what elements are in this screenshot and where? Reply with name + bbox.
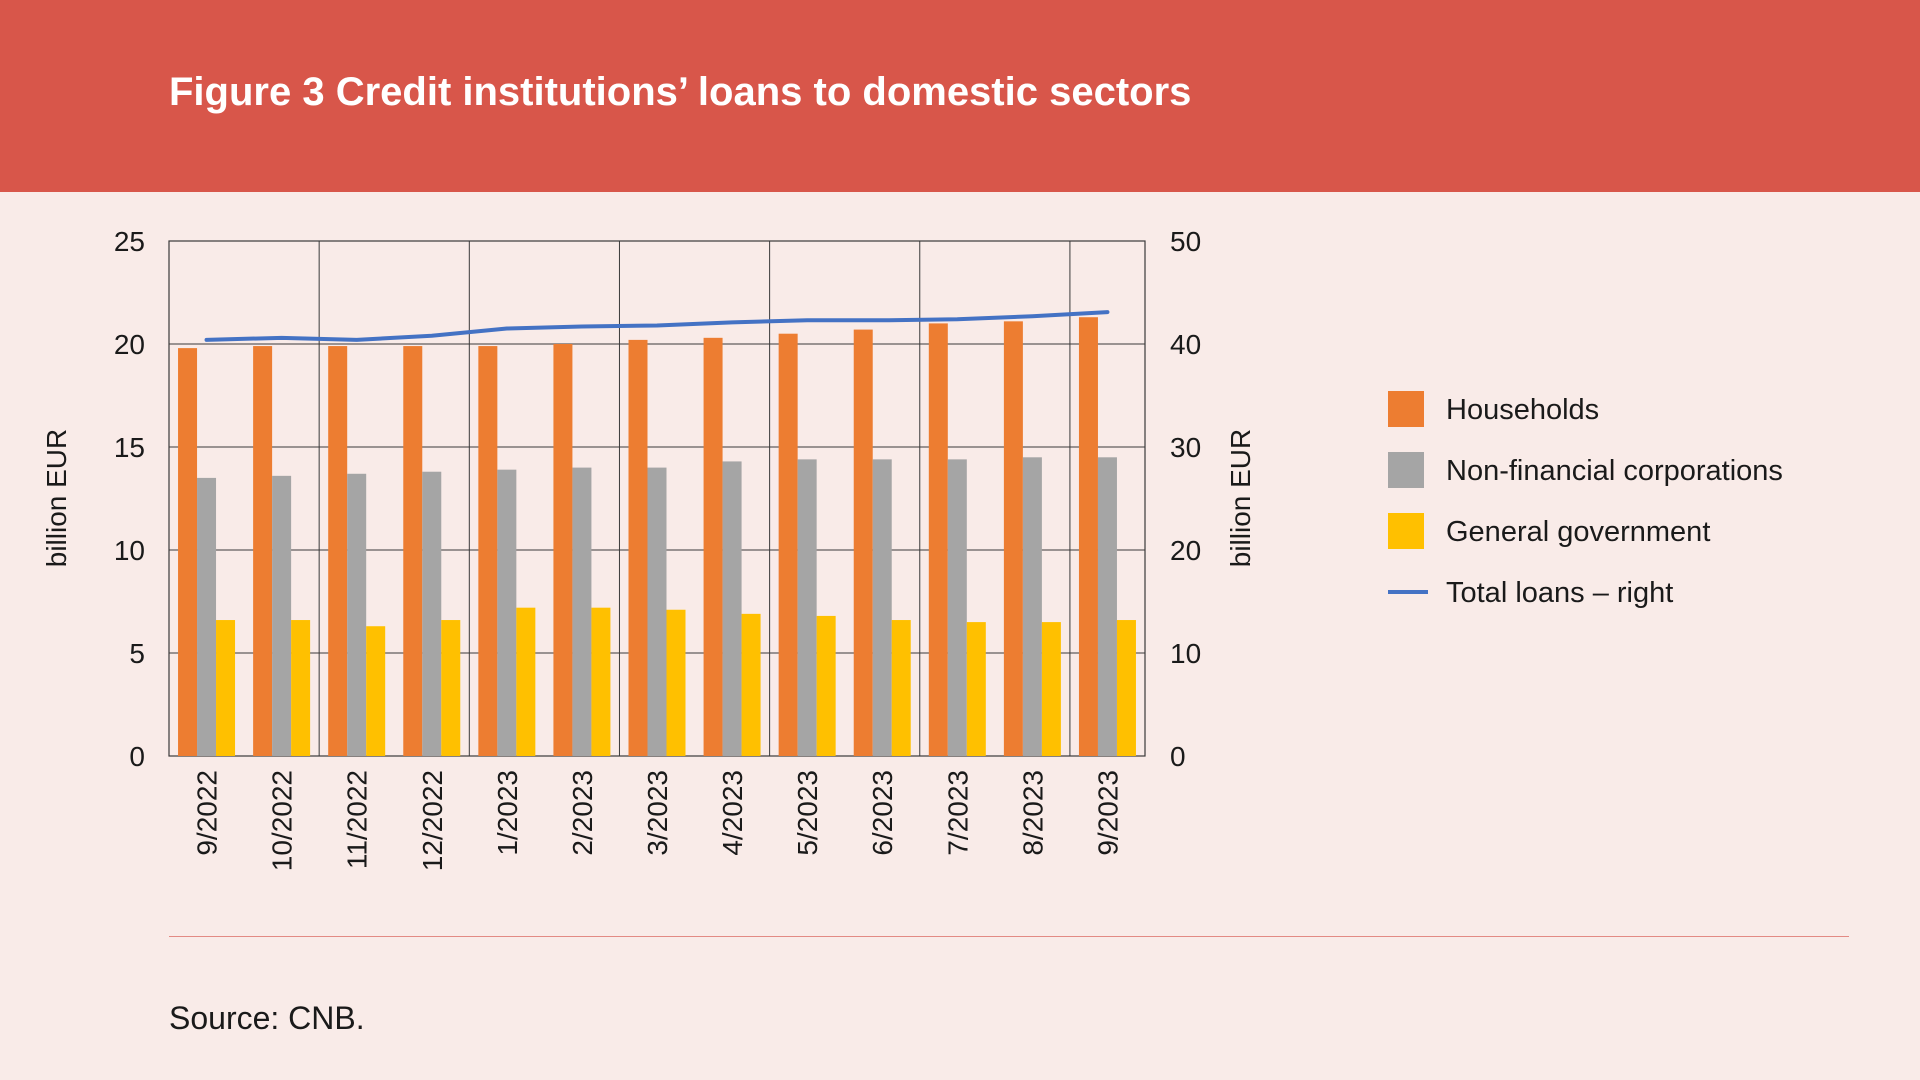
- households-bar: [628, 339, 648, 756]
- x-tick-label: 2/2023: [567, 770, 598, 856]
- corporations-bar: [347, 473, 367, 756]
- government-bar: [816, 615, 836, 756]
- corporations-bar: [1097, 457, 1117, 756]
- households-bar: [478, 346, 498, 756]
- total-loans-line: [204, 310, 1110, 342]
- government-bar: [516, 607, 536, 756]
- x-tick-label: 8/2023: [1017, 770, 1048, 856]
- x-tick-label: 5/2023: [792, 770, 823, 856]
- corporations-bar: [197, 477, 217, 756]
- households-bar: [553, 344, 573, 756]
- figure-title: Figure 3 Credit institutions’ loans to d…: [169, 70, 1192, 114]
- legend-swatch: [1388, 391, 1424, 427]
- households-bar: [1078, 317, 1098, 756]
- left-tick-label: 25: [114, 226, 145, 257]
- source-note: Source: CNB.: [169, 1000, 365, 1036]
- x-tick-label: 10/2022: [267, 770, 298, 871]
- legend-households: Households: [1388, 391, 1599, 427]
- households-bar: [778, 333, 798, 756]
- legend-corporations: Non-financial corporations: [1388, 452, 1783, 488]
- government-bar: [366, 626, 386, 756]
- left-tick-label: 10: [114, 535, 145, 566]
- right-tick-label: 10: [1170, 638, 1201, 669]
- corporations-bar: [572, 467, 592, 756]
- corporations-bar: [422, 471, 442, 756]
- legend-label: Households: [1446, 394, 1599, 426]
- x-tick-label: 9/2022: [192, 770, 223, 856]
- right-tick-label: 40: [1170, 329, 1201, 360]
- government-bar: [666, 609, 686, 756]
- households-bar: [253, 346, 273, 756]
- left-tick-label: 0: [129, 741, 145, 772]
- government-bar: [216, 620, 236, 756]
- households-bar: [1003, 321, 1023, 756]
- x-tick-label: 9/2023: [1092, 770, 1123, 856]
- government-bar: [441, 620, 461, 756]
- x-tick-label: 12/2022: [417, 770, 448, 871]
- left-tick-label: 15: [114, 432, 145, 463]
- government-bar: [291, 620, 311, 756]
- government-bar: [966, 622, 986, 756]
- x-tick-label: 3/2023: [642, 770, 673, 856]
- government-bar: [1116, 620, 1136, 756]
- legend-government: General government: [1388, 513, 1710, 549]
- households-bar: [403, 346, 423, 756]
- right-tick-label: 20: [1170, 535, 1201, 566]
- figure-header: Figure 3 Credit institutions’ loans to d…: [0, 0, 1920, 192]
- x-tick-label: 7/2023: [942, 770, 973, 856]
- right-axis-title: billion EUR: [1225, 429, 1256, 568]
- households-bar: [703, 337, 723, 756]
- legend-label: Non-financial corporations: [1446, 455, 1783, 487]
- left-tick-label: 20: [114, 329, 145, 360]
- total-loans-line-layer: [204, 310, 1110, 342]
- households-bar: [928, 323, 948, 756]
- right-tick-label: 30: [1170, 432, 1201, 463]
- legend-total-loans: Total loans – right: [1388, 577, 1673, 609]
- x-tick-label: 11/2022: [342, 770, 373, 869]
- left-axis-title: billion EUR: [41, 429, 72, 568]
- corporations-bar: [947, 459, 967, 756]
- corporations-bar: [497, 469, 517, 756]
- axes: 0 5 10 15 20 25 0 10 20 30 40 50 billion EUR billion …: [41, 226, 1256, 871]
- households-bar: [328, 346, 348, 756]
- x-tick-label: 6/2023: [867, 770, 898, 856]
- corporations-bar: [722, 461, 742, 756]
- corporations-bar: [797, 459, 817, 756]
- government-bar: [1041, 622, 1061, 756]
- households-bar: [178, 348, 198, 756]
- legend-label: Total loans – right: [1446, 577, 1673, 609]
- right-tick-label: 50: [1170, 226, 1201, 257]
- corporations-bar: [1022, 457, 1042, 756]
- corporations-bar: [647, 467, 667, 756]
- legend-label: General government: [1446, 516, 1710, 548]
- x-tick-label: 4/2023: [717, 770, 748, 856]
- households-bar: [853, 329, 873, 756]
- x-tick-label: 1/2023: [492, 770, 523, 856]
- corporations-bar: [272, 475, 292, 756]
- loans-chart: 0 5 10 15 20 25 0 10 20 30 40 50 billion EUR billion …: [41, 226, 1783, 871]
- corporations-bar: [872, 459, 892, 756]
- government-bar: [891, 620, 911, 756]
- legend: Households Non-financial corporations Gene…: [1388, 391, 1783, 609]
- footer-divider: [169, 936, 1849, 937]
- left-tick-label: 5: [129, 638, 145, 669]
- bars: [178, 317, 1136, 756]
- right-tick-label: 0: [1170, 741, 1186, 772]
- legend-swatch: [1388, 452, 1424, 488]
- government-bar: [591, 607, 611, 756]
- legend-swatch: [1388, 513, 1424, 549]
- government-bar: [741, 613, 761, 756]
